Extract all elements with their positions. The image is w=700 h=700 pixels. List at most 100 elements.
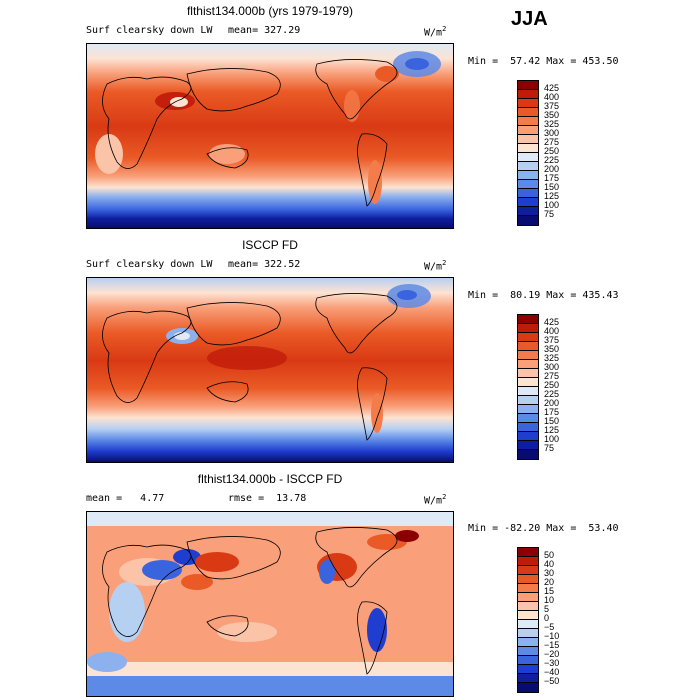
colorbar-label: 225 xyxy=(544,389,560,399)
colorbar-label: 425 xyxy=(544,83,560,93)
colorbar-label: 125 xyxy=(544,191,560,201)
colorbar-label: 40 xyxy=(544,559,555,569)
colorbar-cell xyxy=(518,584,538,593)
colorbar-cell xyxy=(518,171,538,180)
panel-3-mean: mean = 4.77 xyxy=(86,493,165,504)
colorbar-cell xyxy=(518,665,538,674)
colorbar-label: 15 xyxy=(544,586,555,596)
panel-1-units-base: W/m xyxy=(424,27,443,39)
colorbar-cell xyxy=(518,333,538,342)
colorbar-label: −40 xyxy=(544,667,560,677)
panel-1-colorbar xyxy=(517,80,539,226)
colorbar-label: 150 xyxy=(544,182,560,192)
colorbar-cell xyxy=(518,620,538,629)
colorbar-label: 20 xyxy=(544,577,555,587)
colorbar-cell xyxy=(518,216,538,225)
colorbar-label: −5 xyxy=(544,622,555,632)
colorbar-cell xyxy=(518,189,538,198)
colorbar-cell xyxy=(518,360,538,369)
colorbar-label: 375 xyxy=(544,101,560,111)
panel-2-colorbar xyxy=(517,314,539,460)
panel-1-units: W/m2 xyxy=(424,25,446,38)
colorbar-cell xyxy=(518,656,538,665)
colorbar-cell xyxy=(518,144,538,153)
panel-1-units-exp: 2 xyxy=(442,25,447,33)
colorbar-label: 400 xyxy=(544,92,560,102)
colorbar-label: 350 xyxy=(544,344,560,354)
colorbar-label: 275 xyxy=(544,137,560,147)
panel-2-map xyxy=(86,277,454,463)
panel-3-map-graphic xyxy=(87,512,453,696)
colorbar-cell xyxy=(518,683,538,692)
colorbar-cell xyxy=(518,647,538,656)
colorbar-label: 30 xyxy=(544,568,555,578)
colorbar-label: −15 xyxy=(544,640,560,650)
colorbar-label: 200 xyxy=(544,398,560,408)
colorbar-label: 100 xyxy=(544,434,560,444)
panel-3-units-base: W/m xyxy=(424,495,443,507)
colorbar-label: 10 xyxy=(544,595,555,605)
colorbar-cell xyxy=(518,405,538,414)
colorbar-cell xyxy=(518,602,538,611)
colorbar-cell xyxy=(518,566,538,575)
panel-2-units: W/m2 xyxy=(424,259,446,272)
colorbar-cell xyxy=(518,432,538,441)
colorbar-cell xyxy=(518,450,538,459)
panel-1-minmax: Min = 57.42 Max = 453.50 xyxy=(468,56,619,67)
colorbar-label: 75 xyxy=(544,209,555,219)
colorbar-cell xyxy=(518,180,538,189)
panel-3-rmse: rmse = 13.78 xyxy=(228,493,307,504)
panel-2-units-base: W/m xyxy=(424,261,443,273)
colorbar-cell xyxy=(518,153,538,162)
panel-2-minmax: Min = 80.19 Max = 435.43 xyxy=(468,290,619,301)
panel-1-variable: Surf clearsky down LW xyxy=(86,25,213,36)
panel-3-minmax: Min = -82.20 Max = 53.40 xyxy=(468,523,619,534)
colorbar-cell xyxy=(518,162,538,171)
panel-2-units-exp: 2 xyxy=(442,259,447,267)
colorbar-cell xyxy=(518,207,538,216)
colorbar-cell xyxy=(518,135,538,144)
colorbar-cell xyxy=(518,593,538,602)
colorbar-label: −50 xyxy=(544,676,560,686)
colorbar-label: 275 xyxy=(544,371,560,381)
colorbar-label: 325 xyxy=(544,119,560,129)
colorbar-cell xyxy=(518,611,538,620)
colorbar-cell xyxy=(518,548,538,557)
colorbar-cell xyxy=(518,198,538,207)
panel-2-mean: mean= 322.52 xyxy=(228,259,301,270)
colorbar-label: 250 xyxy=(544,380,560,390)
colorbar-cell xyxy=(518,575,538,584)
colorbar-cell xyxy=(518,117,538,126)
colorbar-label: 50 xyxy=(544,550,555,560)
colorbar-label: 100 xyxy=(544,200,560,210)
panel-3-map xyxy=(86,511,454,697)
colorbar-cell xyxy=(518,342,538,351)
colorbar-label: 175 xyxy=(544,407,560,417)
colorbar-label: 325 xyxy=(544,353,560,363)
colorbar-cell xyxy=(518,387,538,396)
colorbar-label: 300 xyxy=(544,128,560,138)
colorbar-cell xyxy=(518,126,538,135)
colorbar-cell xyxy=(518,557,538,566)
colorbar-label: 225 xyxy=(544,155,560,165)
panel-1-mean: mean= 327.29 xyxy=(228,25,301,36)
colorbar-label: 75 xyxy=(544,443,555,453)
colorbar-cell xyxy=(518,396,538,405)
colorbar-cell xyxy=(518,351,538,360)
colorbar-cell xyxy=(518,441,538,450)
colorbar-label: 425 xyxy=(544,317,560,327)
colorbar-cell xyxy=(518,378,538,387)
panel-1-map-graphic xyxy=(87,44,453,228)
colorbar-cell xyxy=(518,90,538,99)
colorbar-label: 125 xyxy=(544,425,560,435)
colorbar-label: 250 xyxy=(544,146,560,156)
colorbar-cell xyxy=(518,324,538,333)
panel-3-title: flthist134.000b - ISCCP FD xyxy=(197,472,343,486)
colorbar-cell xyxy=(518,629,538,638)
colorbar-cell xyxy=(518,638,538,647)
panel-2-map-graphic xyxy=(87,278,453,462)
colorbar-label: 350 xyxy=(544,110,560,120)
colorbar-label: 200 xyxy=(544,164,560,174)
panel-2-title: ISCCP FD xyxy=(242,238,298,252)
colorbar-label: 400 xyxy=(544,326,560,336)
